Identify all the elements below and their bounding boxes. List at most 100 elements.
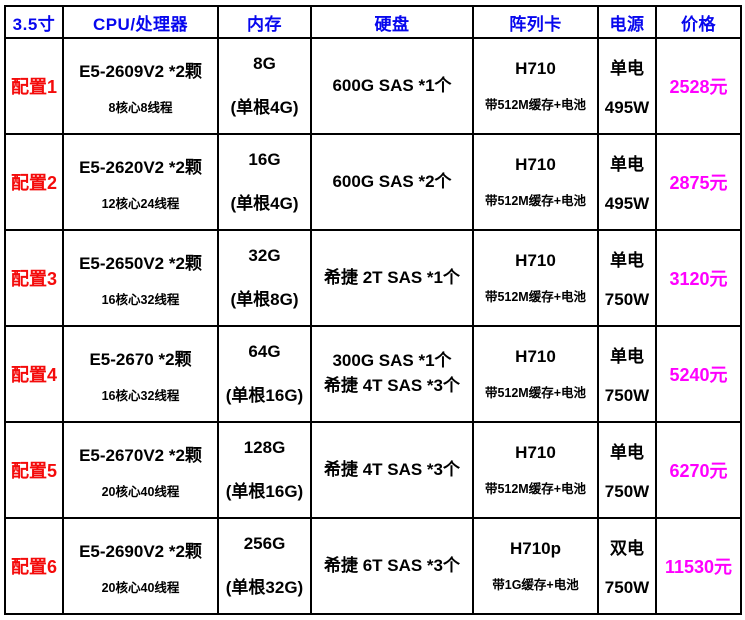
header-psu: 电源 — [597, 5, 657, 39]
raid-model: H710 — [515, 59, 556, 78]
price-value: 6270元 — [669, 461, 728, 481]
raid-cell: H710 带512M缓存+电池 — [472, 421, 599, 519]
config-cell: 配置6 — [4, 517, 64, 615]
price-value: 11530元 — [664, 557, 733, 577]
config-price-table: 3.5寸 CPU/处理器 内存 硬盘 阵列卡 电源 价格 配置1 E5-2609… — [4, 5, 742, 615]
table-row: 配置4 E5-2670 *2颗 16核心32线程 64G (单根16G) 300… — [4, 325, 742, 423]
price-value: 5240元 — [669, 365, 728, 385]
config-cell: 配置3 — [4, 229, 64, 327]
raid-cell: H710 带512M缓存+电池 — [472, 229, 599, 327]
cpu-cell: E5-2670V2 *2颗 20核心40线程 — [62, 421, 219, 519]
raid-model: H710 — [515, 443, 556, 462]
raid-cell: H710 带512M缓存+电池 — [472, 37, 599, 135]
raid-model: H710 — [515, 251, 556, 270]
ram-cell: 256G (单根32G) — [217, 517, 312, 615]
cpu-model: E5-2690V2 *2颗 — [79, 541, 202, 561]
cpu-cell: E5-2609V2 *2颗 8核心8线程 — [62, 37, 219, 135]
disk-cell: 600G SAS *2个 — [310, 133, 474, 231]
raid-cache-battery: 带1G缓存+电池 — [492, 578, 579, 592]
header-ram: 内存 — [217, 5, 312, 39]
cpu-model: E5-2650V2 *2颗 — [79, 253, 202, 273]
raid-model: H710p — [509, 539, 562, 558]
raid-cell: H710 带512M缓存+电池 — [472, 325, 599, 423]
ram-total: 128G — [243, 438, 286, 457]
cpu-cell: E5-2670 *2颗 16核心32线程 — [62, 325, 219, 423]
raid-model: H710 — [515, 155, 556, 174]
config-price-table-wrap: 3.5寸 CPU/处理器 内存 硬盘 阵列卡 电源 价格 配置1 E5-2609… — [4, 5, 742, 615]
cpu-model: E5-2670 *2颗 — [89, 349, 192, 369]
config-label: 配置4 — [10, 365, 57, 385]
ram-cell: 16G (单根4G) — [217, 133, 312, 231]
config-label: 配置3 — [10, 269, 57, 289]
ram-per-stick: (单根8G) — [230, 290, 299, 309]
cpu-model: E5-2609V2 *2颗 — [79, 61, 202, 81]
ram-per-stick: (单根32G) — [225, 578, 304, 597]
disk-line-1: 希捷 6T SAS *3个 — [323, 555, 461, 575]
disk-line-1: 希捷 2T SAS *1个 — [323, 267, 461, 287]
config-cell: 配置5 — [4, 421, 64, 519]
config-cell: 配置4 — [4, 325, 64, 423]
disk-line-1: 600G SAS *1个 — [332, 75, 452, 95]
header-price: 价格 — [655, 5, 742, 39]
header-cpu: CPU/处理器 — [62, 5, 219, 39]
ram-total: 16G — [248, 150, 281, 169]
table-row: 配置6 E5-2690V2 *2颗 20核心40线程 256G (单根32G) … — [4, 517, 742, 615]
ram-per-stick: (单根4G) — [230, 98, 299, 117]
psu-cell: 单电 750W — [597, 421, 657, 519]
cpu-cell: E5-2690V2 *2颗 20核心40线程 — [62, 517, 219, 615]
ram-cell: 8G (单根4G) — [217, 37, 312, 135]
psu-wattage: 750W — [604, 578, 650, 597]
psu-wattage: 750W — [604, 482, 650, 501]
price-value: 2528元 — [669, 77, 728, 97]
cpu-cores-threads: 20核心40线程 — [101, 484, 180, 499]
psu-wattage: 750W — [604, 386, 650, 405]
price-cell: 6270元 — [655, 421, 742, 519]
header-disk: 硬盘 — [310, 5, 474, 39]
raid-cache-battery: 带512M缓存+电池 — [484, 194, 587, 208]
psu-cell: 单电 750W — [597, 325, 657, 423]
psu-type: 单电 — [610, 443, 644, 462]
ram-per-stick: (单根16G) — [225, 386, 304, 405]
disk-cell: 300G SAS *1个 希捷 4T SAS *3个 — [310, 325, 474, 423]
table-row: 配置1 E5-2609V2 *2颗 8核心8线程 8G (单根4G) 600G … — [4, 37, 742, 135]
cpu-cores-threads: 16核心32线程 — [101, 292, 180, 307]
raid-cell: H710 带512M缓存+电池 — [472, 133, 599, 231]
psu-cell: 单电 750W — [597, 229, 657, 327]
cpu-cores-threads: 16核心32线程 — [101, 388, 180, 403]
table-header-row: 3.5寸 CPU/处理器 内存 硬盘 阵列卡 电源 价格 — [4, 5, 742, 39]
psu-wattage: 495W — [604, 98, 650, 117]
ram-total: 8G — [253, 54, 276, 73]
ram-total: 256G — [243, 534, 286, 553]
price-cell: 3120元 — [655, 229, 742, 327]
disk-line-1: 希捷 4T SAS *3个 — [323, 459, 461, 479]
ram-cell: 32G (单根8G) — [217, 229, 312, 327]
disk-cell: 600G SAS *1个 — [310, 37, 474, 135]
ram-cell: 128G (单根16G) — [217, 421, 312, 519]
cpu-model: E5-2620V2 *2颗 — [79, 157, 202, 177]
table-row: 配置5 E5-2670V2 *2颗 20核心40线程 128G (单根16G) … — [4, 421, 742, 519]
disk-cell: 希捷 2T SAS *1个 — [310, 229, 474, 327]
price-value: 3120元 — [669, 269, 728, 289]
ram-per-stick: (单根16G) — [225, 482, 304, 501]
psu-type: 单电 — [610, 155, 644, 174]
psu-type: 单电 — [610, 59, 644, 78]
config-label: 配置5 — [10, 461, 57, 481]
price-cell: 2528元 — [655, 37, 742, 135]
psu-wattage: 750W — [604, 290, 650, 309]
disk-line-1: 600G SAS *2个 — [332, 171, 452, 191]
ram-per-stick: (单根4G) — [230, 194, 299, 213]
cpu-model: E5-2670V2 *2颗 — [79, 445, 202, 465]
cpu-cell: E5-2620V2 *2颗 12核心24线程 — [62, 133, 219, 231]
raid-cache-battery: 带512M缓存+电池 — [484, 482, 587, 496]
price-cell: 2875元 — [655, 133, 742, 231]
ram-cell: 64G (单根16G) — [217, 325, 312, 423]
config-cell: 配置1 — [4, 37, 64, 135]
table-row: 配置2 E5-2620V2 *2颗 12核心24线程 16G (单根4G) 60… — [4, 133, 742, 231]
raid-cell: H710p 带1G缓存+电池 — [472, 517, 599, 615]
cpu-cores-threads: 8核心8线程 — [108, 100, 173, 115]
psu-cell: 双电 750W — [597, 517, 657, 615]
config-label: 配置2 — [10, 173, 57, 193]
raid-model: H710 — [515, 347, 556, 366]
psu-wattage: 495W — [604, 194, 650, 213]
cpu-cores-threads: 12核心24线程 — [101, 196, 180, 211]
